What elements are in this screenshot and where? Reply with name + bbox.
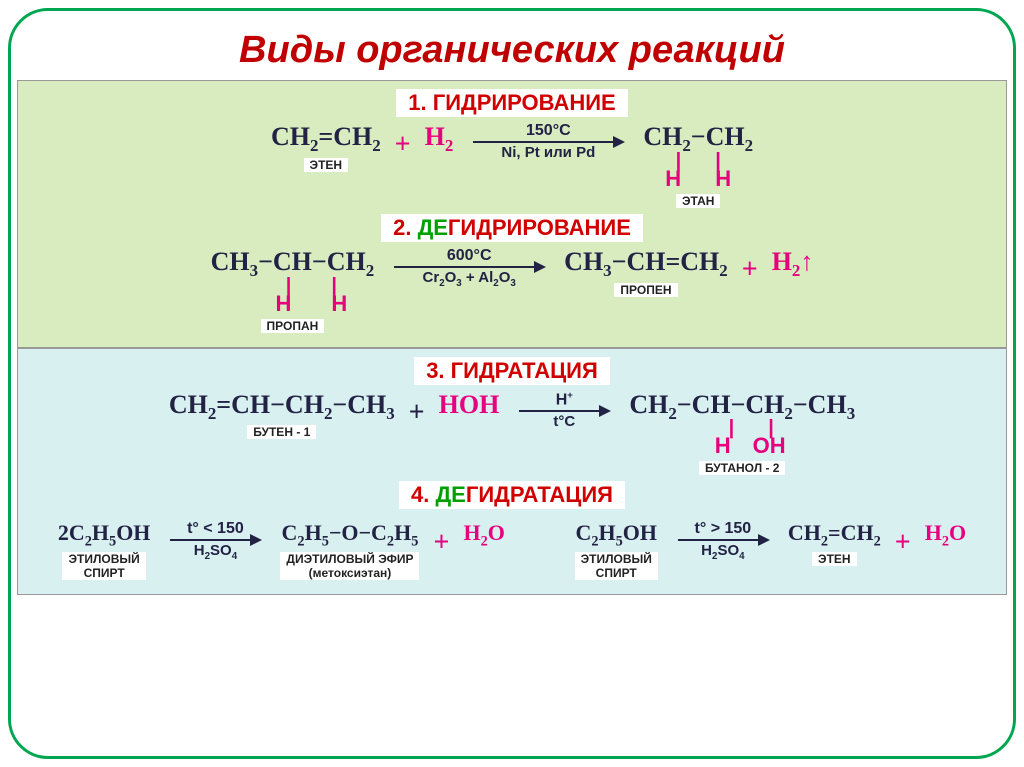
reaction-3: CH2=CH−CH2−CH3 БУТЕН - 1 + HOH H+ t°C CH… xyxy=(28,391,996,476)
reaction-4a: 2C2H5OH ЭТИЛОВЫЙСПИРТ t° < 150 H2SO4 C2H… xyxy=(58,521,505,580)
mol-propane: CH3−CH−CH2 || HH ПРОПАН xyxy=(211,248,375,333)
plus-sign: + xyxy=(395,123,411,161)
mol-h2-out: H2↑ xyxy=(772,248,814,281)
reaction-1: CH2=CH2 ЭТЕН + H2 150°C Ni, Pt или Pd CH… xyxy=(28,123,996,208)
reaction-4-row: 2C2H5OH ЭТИЛОВЫЙСПИРТ t° < 150 H2SO4 C2H… xyxy=(28,515,996,586)
mol-propene: CH3−CH=CH2 ПРОПЕН xyxy=(564,248,728,297)
mol-ethene-out: CH2=CH2 ЭТЕН xyxy=(788,521,881,566)
slide-frame: Виды органических реакций 1. ГИДРИРОВАНИ… xyxy=(8,8,1016,759)
reaction-arrow: t° < 150 H2SO4 xyxy=(164,521,266,562)
mol-ethanol-2x: 2C2H5OH ЭТИЛОВЫЙСПИРТ xyxy=(58,521,151,580)
reaction-4b: C2H5OH ЭТИЛОВЫЙСПИРТ t° > 150 H2SO4 CH2=… xyxy=(575,521,967,580)
mol-h2o: H2O xyxy=(463,521,504,550)
reaction-arrow: 600°C Cr2O3 + Al2O3 xyxy=(388,248,550,289)
mol-h2o: H2O xyxy=(925,521,966,550)
section-1-title: 1. ГИДРИРОВАНИЕ xyxy=(396,89,627,117)
reaction-arrow: H+ t°C xyxy=(513,391,615,429)
mol-butanol2: CH2−CH−CH2−CH3 || HOH БУТАНОЛ - 2 xyxy=(629,391,855,476)
mol-diethylether: C2H5−O−C2H5 ДИЭТИЛОВЫЙ ЭФИР(метоксиэтан) xyxy=(280,521,419,580)
reaction-2: CH3−CH−CH2 || HH ПРОПАН 600°C Cr2O3 + Al… xyxy=(28,248,996,333)
mol-ethene: CH2=CH2 ЭТЕН xyxy=(271,123,381,172)
plus-sign: + xyxy=(409,391,425,429)
mol-hoh: HOH xyxy=(439,391,500,420)
section-4-title: 4. ДЕГИДРАТАЦИЯ xyxy=(399,481,625,509)
mol-butene1: CH2=CH−CH2−CH3 БУТЕН - 1 xyxy=(169,391,395,440)
panel-green: 1. ГИДРИРОВАНИЕ CH2=CH2 ЭТЕН + H2 150°C … xyxy=(17,80,1007,348)
panel-blue: 3. ГИДРАТАЦИЯ CH2=CH−CH2−CH3 БУТЕН - 1 +… xyxy=(17,348,1007,596)
mol-h2: H2 xyxy=(425,123,454,156)
mol-ethanol: C2H5OH ЭТИЛОВЫЙСПИРТ xyxy=(575,521,658,580)
section-2-title: 2. ДЕГИДРИРОВАНИЕ xyxy=(381,214,643,242)
plus-sign: + xyxy=(433,521,449,559)
reaction-arrow: 150°C Ni, Pt или Pd xyxy=(467,123,629,160)
reaction-arrow: t° > 150 H2SO4 xyxy=(672,521,774,562)
plus-sign: + xyxy=(742,248,758,286)
mol-ethane: CH2−CH2 || HH ЭТАН xyxy=(643,123,753,208)
section-3-title: 3. ГИДРАТАЦИЯ xyxy=(414,357,610,385)
plus-sign: + xyxy=(895,521,911,559)
slide-title: Виды органических реакций xyxy=(11,29,1013,72)
